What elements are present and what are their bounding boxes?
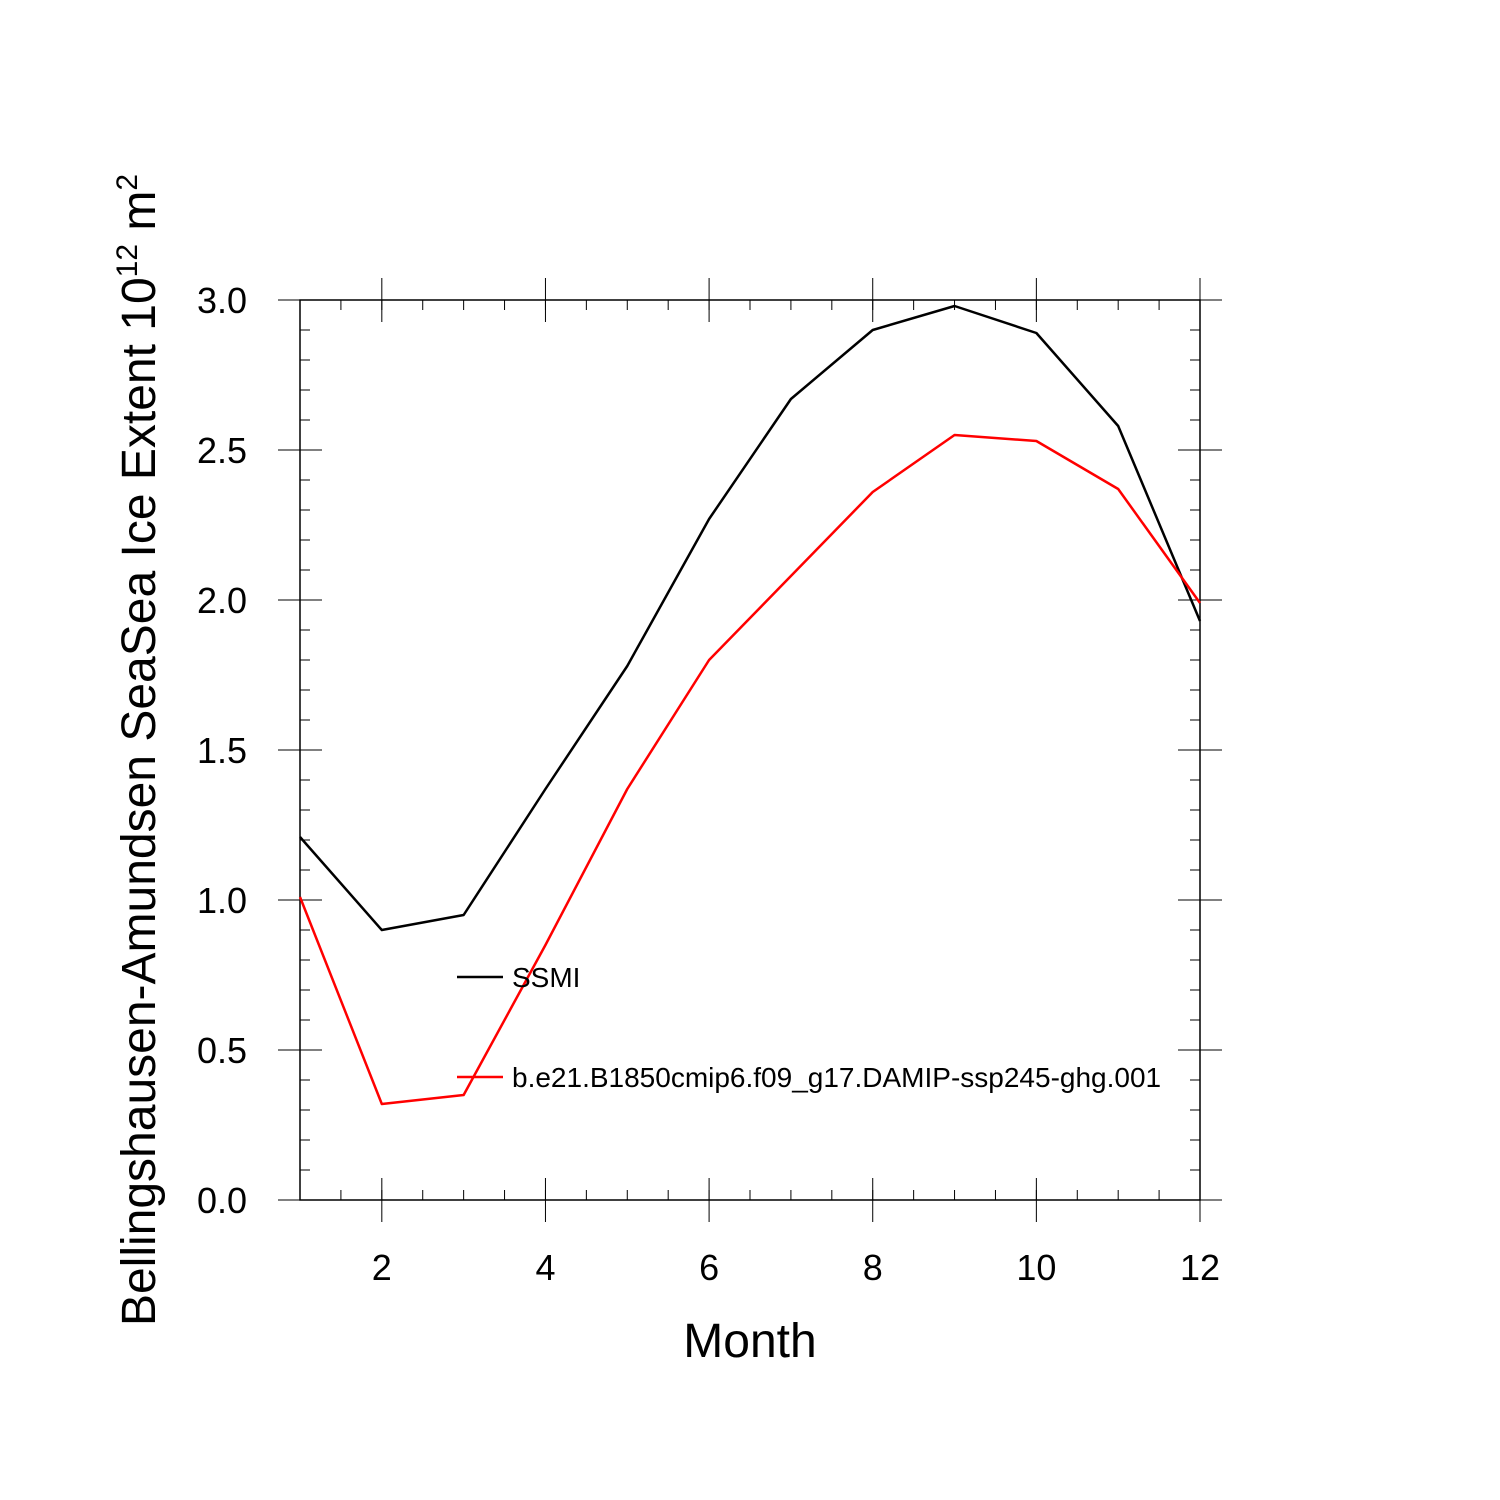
y-tick-label: 1.5 [197,730,247,771]
y-tick-labels: 0.0 0.5 1.0 1.5 2.0 2.5 3.0 [197,280,247,1221]
x-tick-label: 4 [535,1247,555,1288]
y-axis-title-main: Bellingshausen-Amundsen SeaSea Ice Exten… [113,277,166,1326]
y-tick-label: 1.0 [197,880,247,921]
x-tick-label: 8 [863,1247,883,1288]
series-line-1 [298,433,1202,1106]
y-tick-label: 0.5 [197,1030,247,1071]
x-tick-labels: 2 4 6 8 10 12 [372,1247,1220,1288]
x-tick-label: 12 [1180,1247,1220,1288]
y-axis-title-unit: m [113,191,166,244]
series-layer [298,304,1202,1106]
series-line-0 [299,304,1202,932]
y-axis-title-exponent: 12 [111,244,144,277]
y-tick-label: 2.5 [197,430,247,471]
y-tick-label: 3.0 [197,280,247,321]
y-tick-label: 0.0 [197,1180,247,1221]
y-axis-title-unit-exponent: 2 [111,174,144,191]
y-tick-label: 2.0 [197,580,247,621]
x-tick-label: 10 [1016,1247,1056,1288]
legend: SSMI b.e21.B1850cmip6.f09_g17.DAMIP-ssp24… [457,962,1161,1093]
y-axis-title: Bellingshausen-Amundsen SeaSea Ice Exten… [111,174,166,1326]
legend-label: b.e21.B1850cmip6.f09_g17.DAMIP-ssp245-gh… [512,1062,1161,1093]
x-axis-title: Month [683,1315,816,1368]
x-tick-label: 6 [699,1247,719,1288]
legend-label: SSMI [512,962,580,993]
x-tick-label: 2 [372,1247,392,1288]
plot-frame [299,299,1201,1201]
